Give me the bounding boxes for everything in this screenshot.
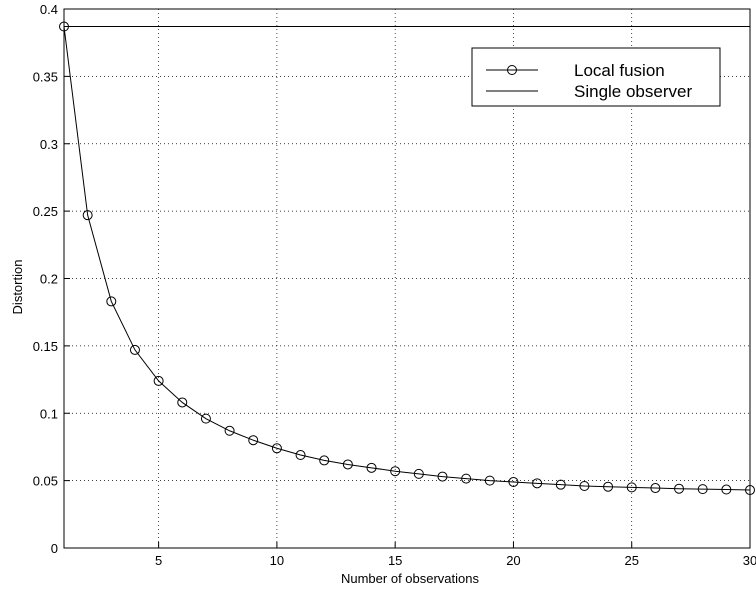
legend: Local fusion Single observer	[471, 47, 721, 107]
data-point-local-fusion	[295, 450, 306, 461]
data-point-local-fusion	[650, 483, 661, 494]
legend-label-single-observer: Single observer	[574, 82, 692, 101]
data-point-local-fusion	[484, 475, 495, 486]
data-point-local-fusion	[82, 210, 93, 221]
x-axis-label: Number of observations	[341, 571, 480, 586]
data-point-local-fusion	[461, 473, 472, 484]
x-tick-label: 20	[506, 553, 520, 568]
data-point-local-fusion	[626, 482, 637, 493]
data-point-local-fusion	[603, 481, 614, 492]
y-tick-label: 0.3	[40, 137, 58, 152]
data-point-local-fusion	[697, 484, 708, 495]
y-tick-label: 0.35	[33, 69, 58, 84]
data-point-local-fusion	[437, 471, 448, 482]
x-tick-label: 25	[624, 553, 638, 568]
legend-label-local-fusion: Local fusion	[574, 61, 665, 80]
data-point-local-fusion	[555, 479, 566, 490]
data-point-local-fusion	[106, 296, 117, 307]
y-axis-label: Distortion	[10, 260, 25, 315]
data-point-local-fusion	[248, 435, 259, 446]
data-point-local-fusion	[129, 344, 140, 355]
tick-layer: 5 10 15 20 25 30 0 0.05 0.1 0.15 0.2 0.25 0.3 0.35 0.4	[33, 2, 756, 568]
data-point-local-fusion	[177, 397, 188, 408]
data-point-local-fusion	[674, 483, 685, 494]
data-point-local-fusion	[532, 478, 543, 489]
data-point-local-fusion	[319, 455, 330, 466]
data-point-local-fusion	[721, 484, 732, 495]
data-point-local-fusion	[153, 375, 164, 386]
data-point-local-fusion	[200, 413, 211, 424]
y-tick-label: 0	[51, 541, 58, 556]
y-tick-label: 0.2	[40, 272, 58, 287]
x-tick-label: 10	[270, 553, 284, 568]
legend-marker-local-fusion	[507, 65, 517, 75]
series-line-local-fusion	[63, 26, 751, 491]
data-point-local-fusion	[366, 462, 377, 473]
x-tick-label: 15	[388, 553, 402, 568]
data-point-local-fusion	[579, 481, 590, 492]
y-tick-label: 0.4	[40, 2, 58, 17]
x-tick-label: 30	[743, 553, 756, 568]
data-point-local-fusion	[508, 476, 519, 487]
x-tick-label: 5	[155, 553, 162, 568]
series-layer	[59, 21, 755, 496]
data-point-local-fusion	[224, 425, 235, 436]
y-tick-label: 0.15	[33, 339, 58, 354]
data-point-local-fusion	[271, 443, 282, 454]
legend-box	[471, 47, 721, 107]
y-tick-label: 0.05	[33, 474, 58, 489]
data-point-local-fusion	[390, 466, 401, 477]
data-point-local-fusion	[342, 459, 353, 470]
data-point-local-fusion	[413, 468, 424, 479]
y-tick-label: 0.25	[33, 204, 58, 219]
y-tick-label: 0.1	[40, 406, 58, 421]
